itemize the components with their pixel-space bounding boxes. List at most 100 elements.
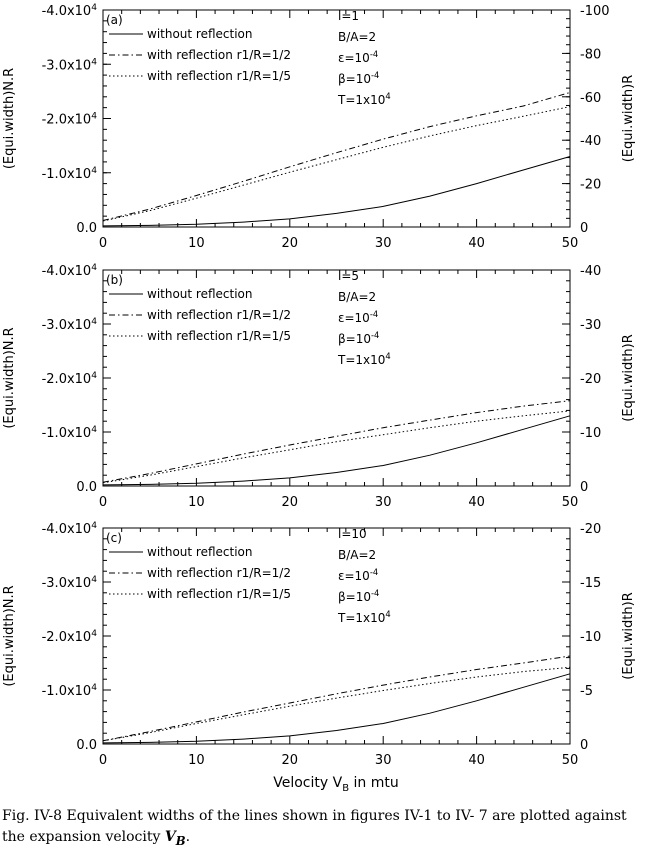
- parameter-label: ε=10-4: [338, 309, 378, 325]
- legend-entry: with reflection r1/R=1/2: [147, 48, 291, 62]
- y-left-tick-label: -1.0x104: [42, 425, 98, 441]
- parameter-label: B/A=2: [338, 290, 376, 304]
- panel-label: (c): [106, 531, 122, 545]
- y-right-tick-label: -10: [580, 630, 601, 645]
- series-line-dashdot: [102, 92, 571, 221]
- parameter-label: l=1: [338, 9, 359, 23]
- legend-entry: without reflection: [147, 545, 253, 559]
- parameter-label: l=5: [338, 269, 359, 283]
- parameter-label: B/A=2: [338, 548, 376, 562]
- caption-variable: VB: [164, 829, 186, 848]
- x-tick-label: 20: [282, 753, 299, 768]
- series-line-solid: [102, 415, 571, 486]
- x-tick-label: 30: [375, 753, 392, 768]
- panel-label: (a): [106, 13, 123, 27]
- y-right-tick-label: 0: [580, 738, 588, 753]
- y-left-tick-label: -1.0x104: [42, 166, 98, 182]
- legend-entry: with reflection r1/R=1/2: [147, 566, 291, 580]
- y-right-tick-label: 0: [580, 221, 588, 236]
- y-right-tick-label: -40: [580, 264, 601, 279]
- legend-entry: without reflection: [147, 27, 253, 41]
- y-left-tick-label: -3.0x104: [42, 57, 98, 73]
- y-right-tick-label: -30: [580, 318, 601, 333]
- parameter-label: ε=10-4: [338, 567, 378, 583]
- y-right-tick-label: -40: [580, 134, 601, 149]
- x-tick-label: 20: [282, 236, 299, 251]
- x-axis-title: Velocity VB in mtu: [273, 775, 399, 794]
- y-left-tick-label: -1.0x104: [42, 683, 98, 699]
- plot-frame: [102, 527, 571, 745]
- legend-entry: with reflection r1/R=1/5: [147, 587, 291, 601]
- caption-text: Fig. IV-8 Equivalent widths of the lines…: [2, 808, 627, 845]
- y-left-tick-label: -4.0x104: [42, 263, 98, 279]
- y-right-tick-label: -20: [580, 522, 601, 537]
- parameter-label: B/A=2: [338, 30, 376, 44]
- parameter-label: T=1x104: [337, 609, 391, 625]
- x-tick-label: 0: [99, 495, 107, 510]
- chart-panel-3: 0 10 20 30 40 50 0.0 -1.0x104 -2.0x104 -3.0x104 -4…: [2, 521, 636, 768]
- y-right-tick-label: 0: [580, 480, 588, 495]
- series-line-dotted: [102, 106, 571, 222]
- chart-panel-1: 0 10 20 30 40 50 0.0 -1.0x104 -2.0x104 -3.0x104 -4…: [2, 3, 636, 251]
- x-tick-label: 50: [562, 236, 579, 251]
- y-left-tick-label: -4.0x104: [42, 3, 98, 19]
- legend-entry: with reflection r1/R=1/2: [147, 308, 291, 322]
- y-right-tick-label: -5: [580, 684, 593, 699]
- y-left-tick-label: -3.0x104: [42, 575, 98, 591]
- series-line-dashdot: [102, 655, 571, 742]
- y-right-tick-label: -100: [580, 4, 610, 19]
- parameter-label: β=10-4: [338, 70, 379, 86]
- y-left-tick-label: -2.0x104: [42, 629, 98, 645]
- y-right-axis-title: (Equi.width)R: [621, 334, 636, 421]
- parameter-label: T=1x104: [337, 351, 391, 367]
- y-left-tick-label: 0.0: [76, 480, 97, 495]
- x-tick-label: 0: [99, 236, 107, 251]
- x-tick-label: 10: [188, 495, 205, 510]
- y-left-tick-label: 0.0: [76, 221, 97, 236]
- y-left-tick-label: -2.0x104: [42, 371, 98, 387]
- legend-entry: with reflection r1/R=1/5: [147, 329, 291, 343]
- y-right-tick-label: -80: [580, 47, 601, 62]
- y-left-tick-label: -4.0x104: [42, 521, 98, 537]
- legend-entry: without reflection: [147, 287, 253, 301]
- legend-entry: with reflection r1/R=1/5: [147, 69, 291, 83]
- x-tick-label: 30: [375, 236, 392, 251]
- figure-caption: Fig. IV-8 Equivalent widths of the lines…: [2, 808, 627, 848]
- y-right-tick-label: -60: [580, 91, 601, 106]
- y-left-axis-title: (Equi.width)N.R: [2, 585, 17, 686]
- y-right-axis-title: (Equi.width)R: [621, 592, 636, 679]
- y-left-axis-title: (Equi.width)N.R: [2, 68, 17, 169]
- y-right-tick-label: -15: [580, 576, 601, 591]
- series-line-dashdot: [102, 400, 571, 483]
- x-tick-label: 30: [375, 495, 392, 510]
- series-line-dotted: [102, 666, 571, 742]
- y-left-tick-label: -2.0x104: [42, 112, 98, 128]
- x-tick-label: 40: [468, 495, 485, 510]
- x-tick-label: 40: [468, 236, 485, 251]
- x-tick-label: 0: [99, 753, 107, 768]
- plot-frame: [102, 269, 571, 487]
- x-tick-label: 50: [562, 495, 579, 510]
- x-tick-label: 10: [188, 753, 205, 768]
- parameter-label: ε=10-4: [338, 49, 378, 65]
- chart-panel-2: 0 10 20 30 40 50 0.0 -1.0x104 -2.0x104 -3.0x104 -4…: [2, 263, 636, 510]
- y-left-tick-label: 0.0: [76, 738, 97, 753]
- parameter-label: β=10-4: [338, 588, 379, 604]
- series-line-dotted: [102, 410, 571, 484]
- figure: 0 10 20 30 40 50 0.0 -1.0x104 -2.0x104 -3.0x104 -4…: [2, 3, 636, 794]
- panel-label: (b): [106, 273, 123, 287]
- plot-frame: [102, 9, 571, 228]
- parameter-label: β=10-4: [338, 330, 379, 346]
- series-line-solid: [102, 156, 571, 227]
- y-left-axis-title: (Equi.width)N.R: [2, 327, 17, 428]
- y-right-axis-title: (Equi.width)R: [621, 75, 636, 162]
- x-tick-label: 50: [562, 753, 579, 768]
- parameter-label: l=10: [338, 527, 367, 541]
- y-right-tick-label: -10: [580, 426, 601, 441]
- y-right-tick-label: -20: [580, 372, 601, 387]
- parameter-label: T=1x104: [337, 91, 391, 107]
- x-tick-label: 20: [282, 495, 299, 510]
- y-right-tick-label: -20: [580, 178, 601, 193]
- y-left-tick-label: -3.0x104: [42, 317, 98, 333]
- x-tick-label: 40: [468, 753, 485, 768]
